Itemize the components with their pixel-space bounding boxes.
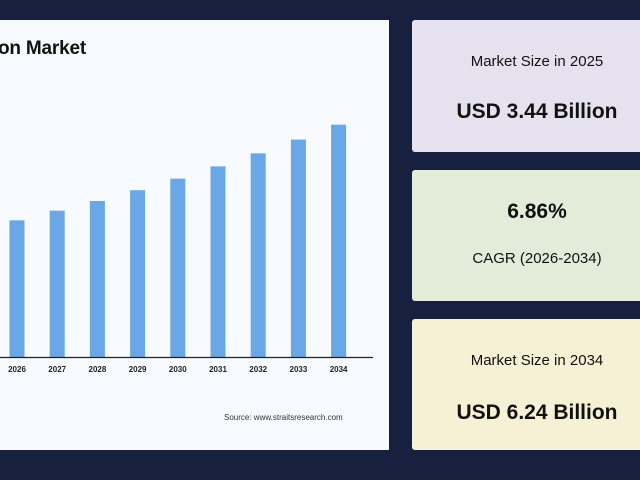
- x-tick-label-2031: 2031: [209, 365, 227, 374]
- market-size-2025-card: Market Size in 2025 USD 3.44 Billion: [412, 20, 640, 152]
- x-tick-label-2026: 2026: [8, 365, 26, 374]
- cagr-value: 6.86%: [507, 200, 567, 223]
- bar-2028: [89, 201, 105, 357]
- bar-2027: [49, 210, 65, 357]
- bar-2031: [210, 166, 226, 357]
- x-tick-label-2027: 2027: [48, 365, 66, 374]
- market-size-2034-card: Market Size in 2034 USD 6.24 Billion: [412, 319, 640, 450]
- chart-panel: on Market 2026 2027 2028 2029 2030 2031 2032 20…: [0, 20, 389, 450]
- bar-2033: [290, 139, 306, 357]
- cagr-card: 6.86% CAGR (2026-2034): [412, 170, 640, 301]
- x-tick-label-2033: 2033: [290, 365, 308, 374]
- x-tick-label-2032: 2032: [249, 365, 267, 374]
- chart-title: on Market: [0, 38, 86, 59]
- x-tick-label-2028: 2028: [89, 365, 107, 374]
- bar-2032: [250, 153, 266, 357]
- source-note: Source: www.straitsresearch.com: [224, 413, 343, 422]
- x-tick-label-2034: 2034: [330, 365, 348, 374]
- market-size-2034-label: Market Size in 2034: [470, 352, 604, 369]
- bar-2026: [9, 220, 25, 357]
- market-size-2025-label: Market Size in 2025: [470, 53, 604, 70]
- cagr-label: CAGR (2026-2034): [472, 250, 602, 267]
- market-size-2034-value: USD 6.24 Billion: [456, 401, 618, 424]
- bar-2029: [130, 190, 146, 357]
- market-size-2025-value: USD 3.44 Billion: [456, 100, 618, 123]
- bar-2030: [170, 178, 186, 357]
- bar-chart: 2026 2027 2028 2029 2030 2031 2032 2033 2034: [0, 124, 373, 374]
- x-tick-label-2030: 2030: [169, 365, 187, 374]
- x-tick-label-2029: 2029: [129, 365, 147, 374]
- bar-2034: [331, 124, 347, 358]
